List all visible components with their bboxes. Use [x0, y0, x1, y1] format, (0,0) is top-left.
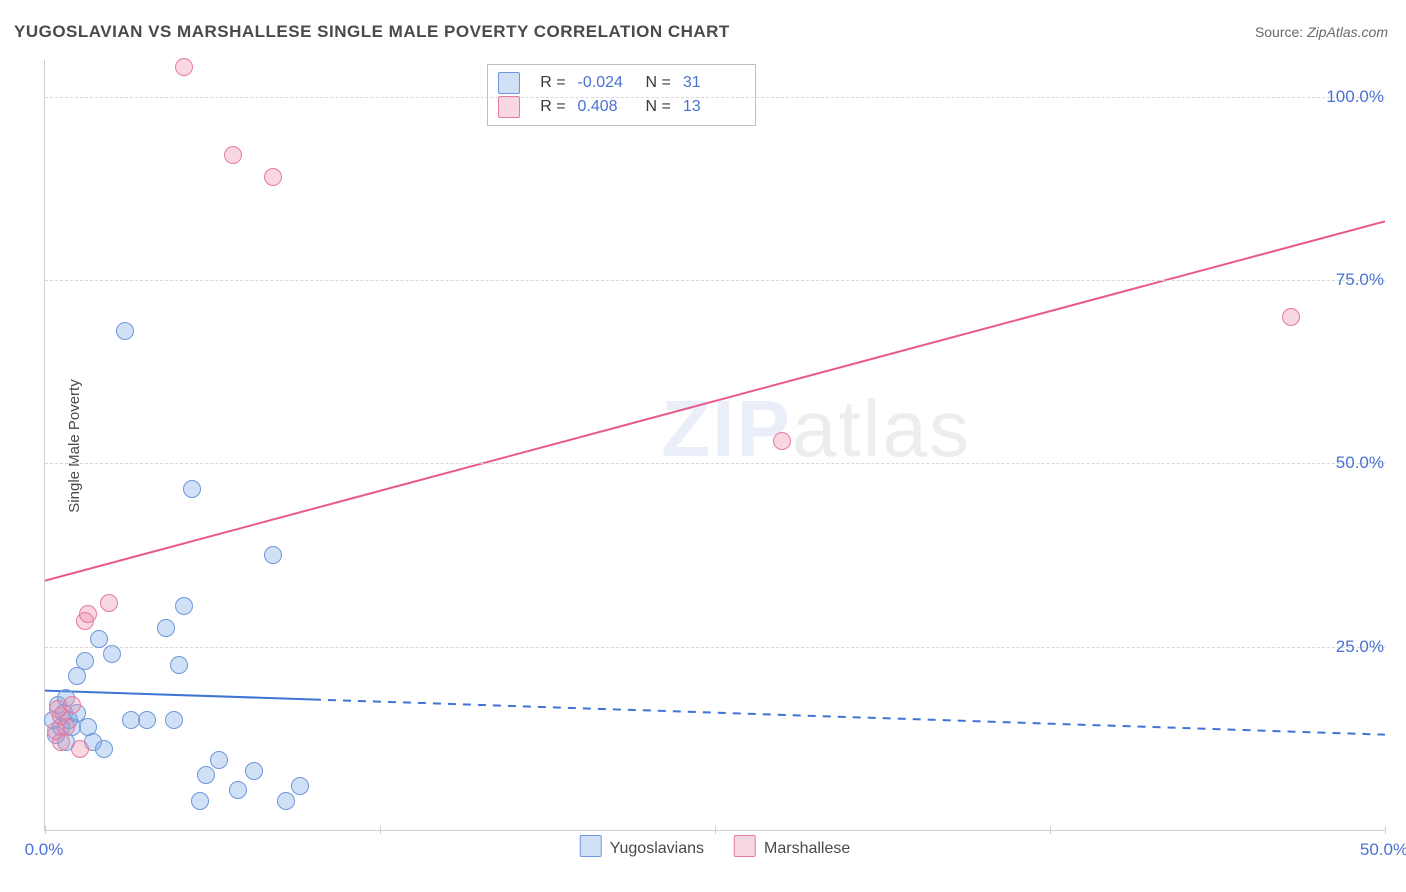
y-tick-label: 100.0%	[1326, 87, 1384, 107]
data-point	[138, 711, 156, 729]
data-point	[264, 546, 282, 564]
data-point	[224, 146, 242, 164]
source-label: Source: ZipAtlas.com	[1255, 24, 1388, 40]
data-point	[76, 652, 94, 670]
legend-item: Marshallese	[734, 835, 850, 858]
data-point	[191, 792, 209, 810]
data-point	[210, 751, 228, 769]
watermark: ZIPatlas	[661, 383, 970, 475]
correlation-legend: R =-0.024N =31R =0.408N =13	[487, 64, 756, 126]
data-point	[95, 740, 113, 758]
data-point	[100, 594, 118, 612]
data-point	[90, 630, 108, 648]
data-point	[245, 762, 263, 780]
data-point	[157, 619, 175, 637]
gridline	[45, 647, 1385, 648]
x-tick-label: 50.0%	[1360, 840, 1406, 860]
scatter-plot: ZIPatlas R =-0.024N =31R =0.408N =13 Yug…	[44, 60, 1385, 831]
x-tick	[45, 826, 46, 834]
data-point	[773, 432, 791, 450]
data-point	[165, 711, 183, 729]
y-tick-label: 75.0%	[1336, 270, 1384, 290]
legend-row: R =-0.024N =31	[498, 71, 739, 95]
data-point	[52, 733, 70, 751]
legend-item: Yugoslavians	[580, 835, 704, 858]
data-point	[116, 322, 134, 340]
gridline	[45, 463, 1385, 464]
x-tick	[1050, 826, 1051, 834]
x-tick	[380, 826, 381, 834]
data-point	[71, 740, 89, 758]
data-point	[103, 645, 121, 663]
gridline	[45, 280, 1385, 281]
data-point	[63, 696, 81, 714]
legend-row: R =0.408N =13	[498, 95, 739, 119]
data-point	[183, 480, 201, 498]
data-point	[197, 766, 215, 784]
data-point	[277, 792, 295, 810]
data-point	[175, 597, 193, 615]
data-point	[79, 605, 97, 623]
x-tick	[1385, 826, 1386, 834]
data-point	[264, 168, 282, 186]
y-tick-label: 50.0%	[1336, 453, 1384, 473]
y-tick-label: 25.0%	[1336, 637, 1384, 657]
gridline	[45, 97, 1385, 98]
x-tick-label: 0.0%	[25, 840, 64, 860]
x-tick	[715, 826, 716, 834]
data-point	[1282, 308, 1300, 326]
data-point	[170, 656, 188, 674]
data-point	[291, 777, 309, 795]
data-point	[229, 781, 247, 799]
chart-title: YUGOSLAVIAN VS MARSHALLESE SINGLE MALE P…	[14, 22, 730, 42]
data-point	[175, 58, 193, 76]
series-legend: Yugoslavians Marshallese	[580, 835, 851, 858]
